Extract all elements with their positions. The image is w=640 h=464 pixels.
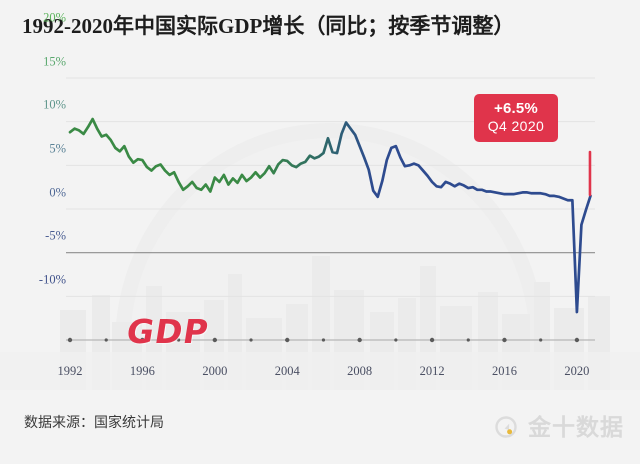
y-axis-label: 15%	[43, 54, 66, 69]
callout-period: Q4 2020	[487, 118, 545, 134]
y-axis: 20% 15% 10% 5% 0% -5% -10%	[14, 0, 66, 330]
callout-value: +6.5%	[494, 100, 538, 117]
gdp-line-chart	[0, 77, 640, 390]
y-axis-label: 20%	[43, 10, 66, 25]
x-axis: 1992 1996 2000 2004 2008 2012 2016 2020	[0, 364, 640, 386]
y-axis-label: -5%	[45, 228, 66, 243]
y-axis-label: 10%	[43, 97, 66, 112]
brand-logo: 金十数据	[494, 415, 624, 441]
x-axis-label: 2004	[274, 364, 300, 378]
x-axis-label: 2016	[491, 364, 517, 378]
callout-latest-value: +6.5% Q4 2020	[474, 94, 558, 142]
y-axis-label: 0%	[49, 185, 66, 200]
x-axis-label: 2000	[202, 364, 228, 378]
brand-name: 金十数据	[528, 415, 624, 441]
y-axis-label: -10%	[38, 272, 66, 287]
compass-icon	[494, 415, 520, 441]
x-axis-label: 2008	[347, 364, 373, 378]
x-axis-label: 1996	[129, 364, 155, 378]
chart-panel	[0, 60, 640, 390]
source-note: 数据来源：国家统计局	[24, 416, 164, 431]
page-title: 1992-2020年中国实际GDP增长（同比；按季节调整）	[22, 14, 515, 38]
x-axis-label: 2020	[564, 364, 590, 378]
y-axis-label: 5%	[49, 141, 66, 156]
x-axis-label: 2012	[419, 364, 445, 378]
gdp-watermark: GDP	[123, 312, 212, 351]
x-axis-label: 1992	[57, 364, 83, 378]
